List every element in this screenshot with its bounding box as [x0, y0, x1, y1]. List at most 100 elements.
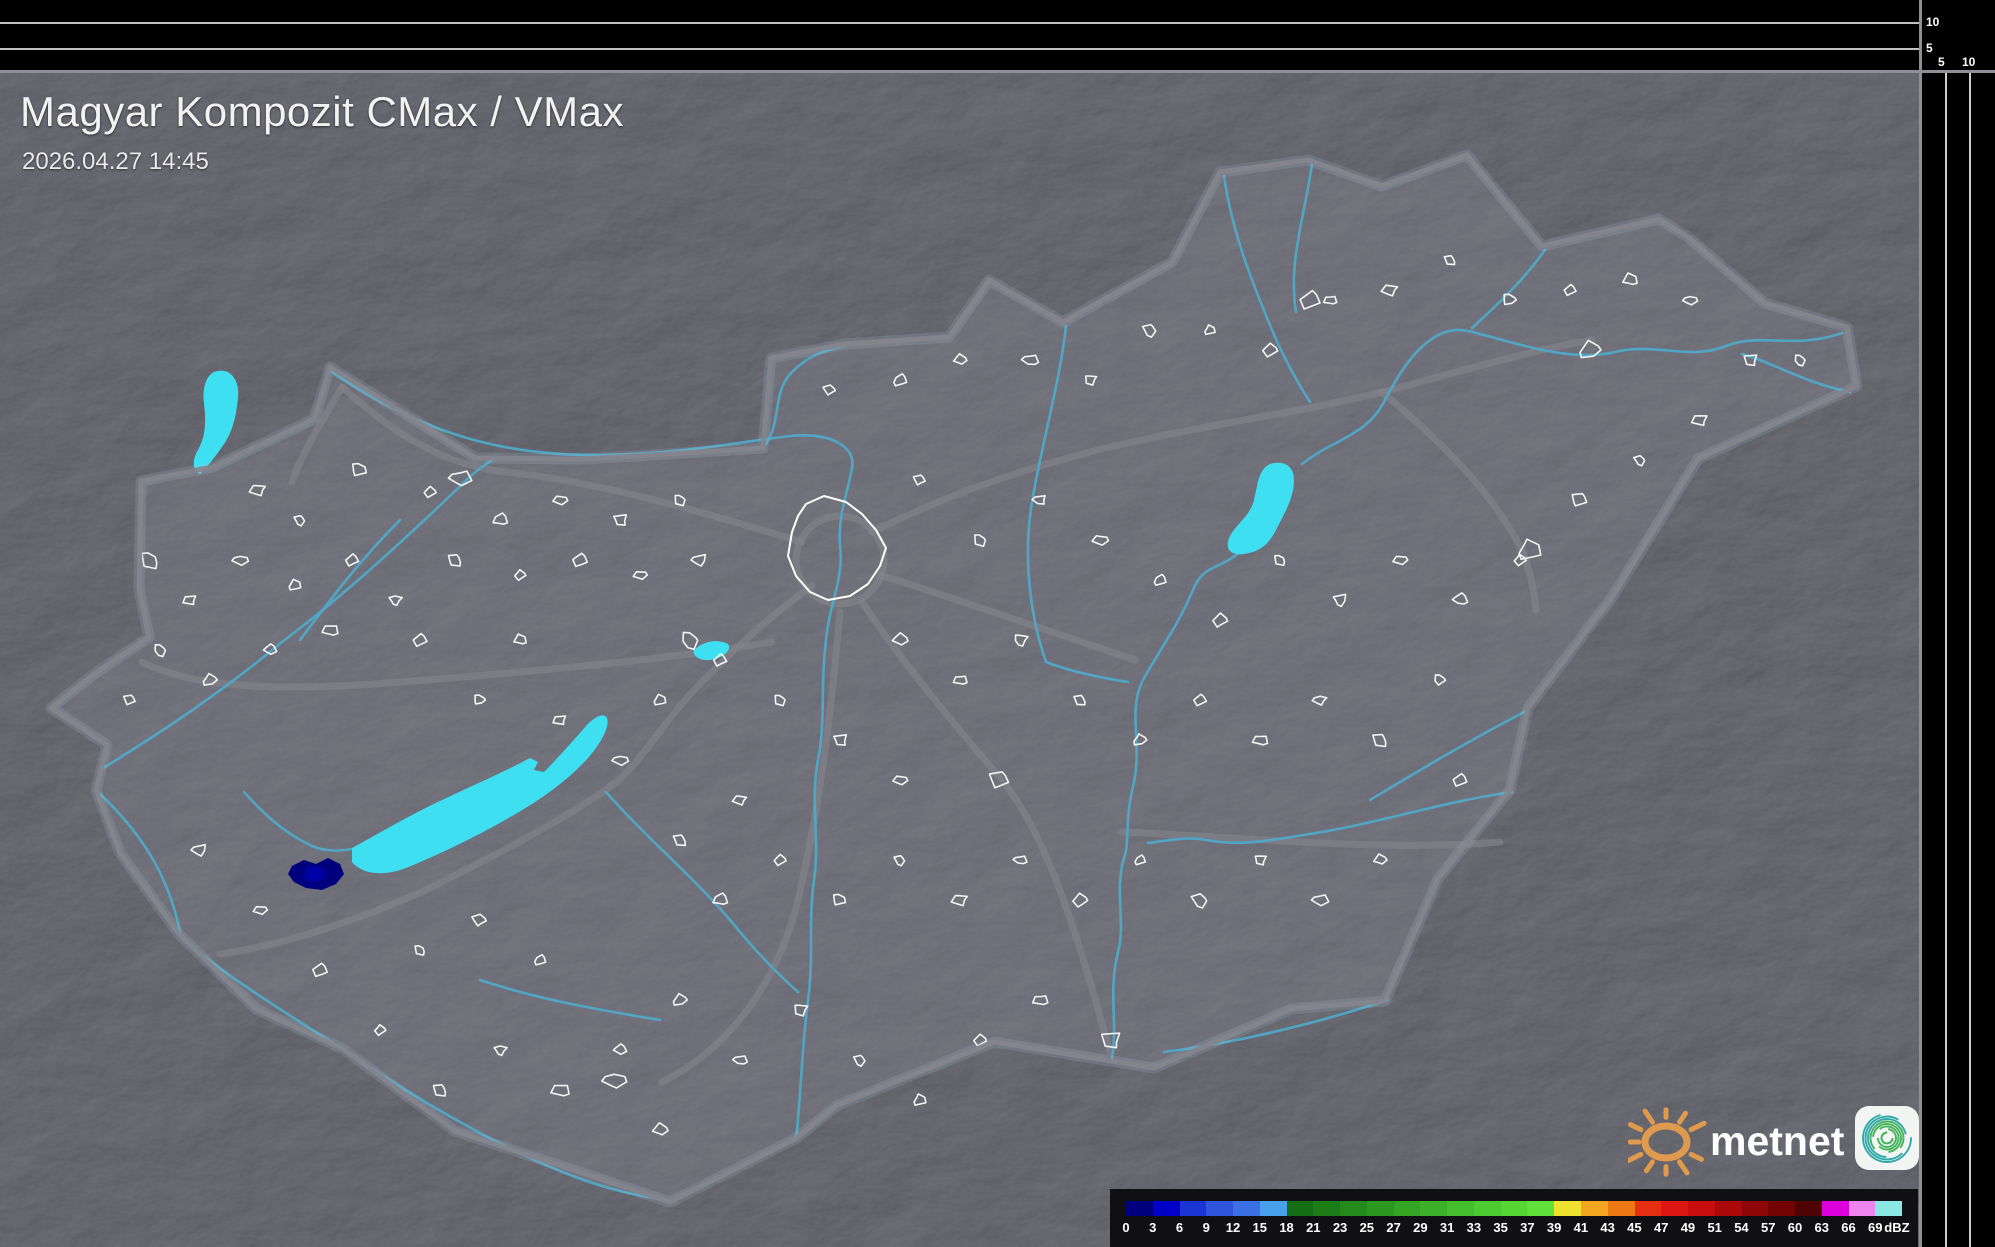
top-panel-gridlines: [0, 22, 1919, 50]
settlement-outline: [1073, 694, 1086, 706]
budapest-outline: [787, 495, 887, 601]
dbz-tick-label: 43: [1600, 1220, 1615, 1235]
product-title: Magyar Kompozit CMax / VMax: [20, 88, 625, 135]
dbz-tick-label: 57: [1760, 1220, 1776, 1235]
settlement-outline: [632, 570, 649, 581]
right-panel-gridlines: [1945, 73, 1971, 1247]
settlement-outline: [1332, 593, 1347, 608]
settlement-outline: [1690, 415, 1708, 427]
settlement-outline: [973, 1033, 988, 1047]
settlement-outline: [952, 675, 968, 685]
top-cross-section-panel: [0, 0, 1995, 71]
dbz-tick-label: 35: [1493, 1220, 1508, 1235]
settlement-outline: [550, 1084, 570, 1097]
river: [1146, 790, 1514, 845]
right-axis-tick-label: 5: [1938, 55, 1945, 69]
dbz-segment: [1313, 1201, 1341, 1216]
road: [876, 571, 1139, 664]
settlement-outline: [794, 1004, 809, 1017]
settlement-outline: [412, 632, 428, 648]
settlement-outline: [492, 512, 509, 525]
dbz-tick-label: 69: [1868, 1220, 1883, 1235]
dbz-segment: [1661, 1201, 1689, 1216]
settlement-outline: [1579, 339, 1602, 359]
settlement-outline: [1134, 854, 1147, 866]
settlement-outline: [1190, 893, 1208, 909]
river: [1368, 708, 1530, 802]
radar-echo-layer: [288, 858, 344, 890]
settlement-outline: [1311, 695, 1328, 706]
radar-echo-core: [304, 866, 326, 882]
settlement-outline: [1251, 735, 1269, 746]
settlement-outline: [122, 694, 136, 706]
river: [1292, 162, 1314, 314]
settlement-outline: [1443, 254, 1456, 266]
dbz-segment: [1447, 1201, 1474, 1216]
dbz-segment: [1554, 1201, 1582, 1216]
settlement-outline: [1681, 295, 1699, 306]
dbz-tick-label: 3: [1149, 1220, 1157, 1235]
river: [330, 370, 854, 1142]
settlement-outline: [1204, 324, 1216, 336]
road: [288, 383, 346, 486]
river: [1470, 248, 1547, 330]
dbz-segment: [1206, 1201, 1234, 1216]
settlement-outline: [1012, 855, 1028, 865]
settlement-outline: [832, 893, 847, 906]
settlement-outline: [154, 643, 167, 658]
settlement-outline: [690, 553, 707, 567]
dbz-segment: [1179, 1201, 1207, 1216]
settlement-outline: [1322, 295, 1338, 305]
settlement-outline: [1031, 995, 1049, 1006]
settlement-outline: [1193, 693, 1208, 707]
dbz-tick-label: 31: [1439, 1220, 1455, 1235]
dbz-segment: [1741, 1201, 1769, 1216]
dbz-segment: [1233, 1201, 1260, 1216]
settlement-outline: [474, 694, 487, 705]
dbz-tick-label: 25: [1359, 1220, 1375, 1235]
dbz-segment: [1607, 1201, 1635, 1216]
dbz-segment: [1286, 1201, 1314, 1216]
dbz-tick-label: 60: [1787, 1220, 1803, 1235]
dbz-segment: [1848, 1201, 1876, 1216]
river: [98, 456, 498, 772]
dbz-segment: [1393, 1201, 1421, 1216]
river: [764, 343, 848, 446]
roads-layer: [138, 336, 1596, 1086]
settlement-outline: [950, 894, 969, 907]
rivers-layer: [98, 162, 1852, 1202]
settlement-outline: [611, 755, 630, 767]
dbz-tick-label: 47: [1653, 1220, 1669, 1235]
dbz-tick-label: 15: [1252, 1220, 1268, 1235]
dbz-tick-label: 45: [1627, 1220, 1642, 1235]
settlement-outline: [1133, 733, 1148, 746]
dbz-segment: [1527, 1201, 1555, 1216]
settlement-outline: [1452, 772, 1468, 787]
settlement-outline: [1372, 853, 1388, 865]
settlement-outline: [1372, 733, 1387, 748]
settlement-outline: [1100, 1032, 1121, 1049]
settlement-outline: [1153, 573, 1167, 586]
river: [1740, 352, 1852, 394]
settlement-outline: [1503, 293, 1518, 306]
dbz-tick-label: 6: [1175, 1220, 1184, 1235]
settlement-outline: [1743, 354, 1758, 367]
dbz-segment: [1420, 1201, 1448, 1216]
dbz-segment: [1714, 1201, 1742, 1216]
terrain-relief: [0, 71, 1920, 1247]
dbz-tick-label: 12: [1225, 1220, 1241, 1235]
dbz-segment: [1875, 1201, 1903, 1216]
dbz-segment: [1473, 1201, 1501, 1216]
settlement-outline: [1212, 612, 1229, 628]
top-axis-tick-label: 10: [1926, 15, 1940, 29]
settlement-outline: [893, 854, 906, 867]
settlement-outline: [731, 795, 748, 806]
settlement-outline: [388, 595, 403, 607]
settlement-outline: [1451, 592, 1469, 605]
dbz-segment: [1126, 1201, 1153, 1216]
dbz-segment: [1500, 1201, 1528, 1216]
settlement-outline: [891, 632, 909, 646]
settlement-outline: [182, 595, 197, 606]
settlement-outline: [833, 734, 847, 746]
